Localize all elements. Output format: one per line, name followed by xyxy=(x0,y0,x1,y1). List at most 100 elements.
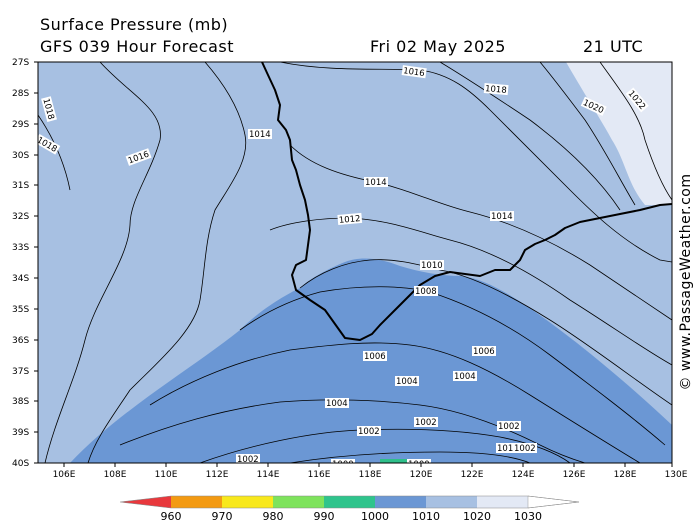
longitude-axis: 106E 108E 110E 112E 114E 116E 118E 120E … xyxy=(53,463,688,480)
colorbar-label: 1030 xyxy=(514,510,542,523)
lat-label: 33S xyxy=(12,243,29,253)
isobar-label: 1004 xyxy=(454,372,476,382)
colorbar-swatch xyxy=(477,496,528,508)
isobar-label: 1012 xyxy=(338,214,360,226)
colorbar-swatch xyxy=(426,496,477,508)
isobar-label: 1016 xyxy=(402,66,425,79)
lon-tick: 114E xyxy=(257,463,280,480)
isobar-label: 1008 xyxy=(415,287,437,297)
isobar-label: 1002 xyxy=(498,422,520,432)
colorbar-label: 1020 xyxy=(463,510,491,523)
lat-label: 31S xyxy=(12,181,29,191)
lon-label: 120E xyxy=(410,470,433,480)
colorbar-swatch xyxy=(171,496,222,508)
lat-tick: 27S xyxy=(12,58,38,68)
colorbar-arrow-high xyxy=(527,495,580,509)
colorbar-swatch xyxy=(222,496,273,508)
isobar-label: 1004 xyxy=(326,399,348,409)
lon-tick: 116E xyxy=(308,463,331,480)
lat-tick: 31S xyxy=(12,181,38,191)
lon-label: 114E xyxy=(257,470,280,480)
lon-tick: 120E xyxy=(410,463,433,480)
lat-label: 35S xyxy=(12,305,29,315)
isobar-label: 1014 xyxy=(249,130,271,140)
lat-tick: 28S xyxy=(12,89,38,99)
colorbar-label: 970 xyxy=(212,510,233,523)
isobar-label: 1014 xyxy=(491,212,513,222)
lon-tick: 130E xyxy=(665,463,688,480)
colorbar-label: 960 xyxy=(161,510,182,523)
lat-tick: 34S xyxy=(12,274,38,284)
isobar-label: 1010 xyxy=(421,261,443,271)
lat-tick: 29S xyxy=(12,120,38,130)
lon-tick: 126E xyxy=(563,463,586,480)
colorbar-label: 980 xyxy=(263,510,284,523)
forecast-time: 21 UTC xyxy=(583,37,644,56)
isobar-label: 1010 xyxy=(497,444,519,454)
isobar-label: 1000 xyxy=(332,460,354,470)
lat-label: 38S xyxy=(12,397,29,407)
credit-watermark: © www.PassageWeather.com xyxy=(678,173,694,391)
lat-label: 30S xyxy=(12,151,29,161)
colorbar-swatch xyxy=(273,496,324,508)
isobar-label: 1006 xyxy=(364,352,386,362)
colorbar-arrow-low xyxy=(120,496,171,508)
lon-label: 110E xyxy=(155,470,178,480)
lat-label: 29S xyxy=(12,120,29,130)
lat-label: 27S xyxy=(12,58,29,68)
isobar-label: 1018 xyxy=(485,84,507,96)
colorbar-label: 990 xyxy=(314,510,335,523)
isobar-label: 1002 xyxy=(237,455,259,465)
colorbar-label: 1010 xyxy=(412,510,440,523)
lon-label: 116E xyxy=(308,470,331,480)
lat-tick: 30S xyxy=(12,151,38,161)
colorbar-swatch xyxy=(324,496,375,508)
isobar-label: 1006 xyxy=(473,347,495,357)
lat-label: 40S xyxy=(12,459,29,469)
forecast-date: Fri 02 May 2025 xyxy=(370,37,506,56)
isobar-label: 1000 xyxy=(408,460,430,470)
lon-tick: 122E xyxy=(461,463,484,480)
lat-tick: 39S xyxy=(12,428,38,438)
lon-label: 118E xyxy=(359,470,382,480)
lon-tick: 112E xyxy=(206,463,229,480)
lon-label: 128E xyxy=(614,470,637,480)
lat-label: 32S xyxy=(12,212,29,222)
lat-tick: 33S xyxy=(12,243,38,253)
lat-label: 34S xyxy=(12,274,29,284)
australia-coastline xyxy=(261,62,672,341)
isobar-label: 1014 xyxy=(365,178,387,188)
lon-tick: 110E xyxy=(155,463,178,480)
lat-label: 36S xyxy=(12,336,29,346)
lat-tick: 38S xyxy=(12,397,38,407)
lon-label: 108E xyxy=(104,470,127,480)
latitude-axis: 27S 28S 29S 30S 31S 32S 33S 34S 35S 36S … xyxy=(12,58,38,469)
colorbar-swatch xyxy=(375,496,426,508)
lat-label: 37S xyxy=(12,367,29,377)
lon-tick: 106E xyxy=(53,463,76,480)
lon-tick: 118E xyxy=(359,463,382,480)
lon-label: 112E xyxy=(206,470,229,480)
lat-label: 39S xyxy=(12,428,29,438)
lat-tick: 40S xyxy=(12,459,38,469)
lon-tick: 124E xyxy=(512,463,535,480)
map-frame xyxy=(37,61,673,464)
lat-label: 28S xyxy=(12,89,29,99)
isobar-label: 1002 xyxy=(358,427,380,437)
fill-1020-1030 xyxy=(566,62,672,205)
lon-label: 106E xyxy=(53,470,76,480)
lon-tick: 108E xyxy=(104,463,127,480)
colorbar-label: 1000 xyxy=(361,510,389,523)
lat-tick: 36S xyxy=(12,336,38,346)
pressure-fill-layer: 1016 1018 1020 1022 1018 1014 1016 1018 … xyxy=(38,62,672,470)
lon-tick: 128E xyxy=(614,463,637,480)
lon-label: 122E xyxy=(461,470,484,480)
isobar-label: 1004 xyxy=(396,377,418,387)
isobar-label: 1002 xyxy=(415,418,437,428)
lat-tick: 37S xyxy=(12,367,38,377)
isobar-label: 1002 xyxy=(514,444,536,454)
map-title: Surface Pressure (mb) xyxy=(40,15,229,34)
lat-tick: 32S xyxy=(12,212,38,222)
lat-tick: 35S xyxy=(12,305,38,315)
